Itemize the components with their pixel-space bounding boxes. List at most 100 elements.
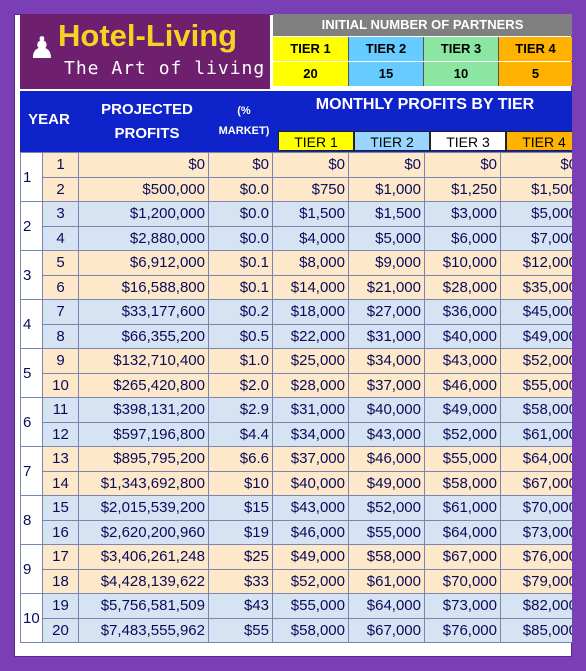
cell-market: $0.1: [208, 250, 273, 276]
cell-t2: $49,000: [348, 470, 425, 496]
cell-market: $0.5: [208, 323, 273, 349]
cell-n: 13: [42, 446, 79, 472]
cell-t3: $1,250: [424, 176, 501, 202]
cell-t3: $43,000: [424, 348, 501, 374]
cell-t1: $8,000: [272, 250, 349, 276]
cell-t3: $6,000: [424, 225, 501, 251]
cell-t1: $34,000: [272, 421, 349, 447]
cell-t4: $79,000: [500, 568, 572, 594]
cell-t2: $43,000: [348, 421, 425, 447]
cell-profit: $2,880,000: [78, 225, 209, 251]
hotel-living-logo: ♟ Hotel-Living The Art of living: [20, 14, 270, 89]
cell-t4: $61,000: [500, 421, 572, 447]
cell-n: 11: [42, 397, 79, 423]
cell-t2: $67,000: [348, 617, 425, 643]
cell-t2: $61,000: [348, 568, 425, 594]
year-cell: 2: [20, 201, 43, 251]
init-tier-1-label: TIER 1: [273, 37, 349, 61]
cell-profit: $895,795,200: [78, 446, 209, 472]
cell-t3: $49,000: [424, 397, 501, 423]
cell-n: 15: [42, 495, 79, 521]
cell-t4: $73,000: [500, 519, 572, 545]
cell-t4: $70,000: [500, 495, 572, 521]
cell-t4: $0: [500, 152, 572, 178]
cell-t1: $1,500: [272, 201, 349, 227]
table-row: 12 $597,196,800 $4.4 $34,000 $43,000 $52,000 $…: [21, 421, 572, 447]
year-cell: 3: [20, 250, 43, 300]
cell-t3: $3,000: [424, 201, 501, 227]
waiter-icon: ♟: [28, 32, 56, 65]
cell-market: $0.0: [208, 176, 273, 202]
cell-t3: $61,000: [424, 495, 501, 521]
table-row: 3 5 $6,912,000 $0.1 $8,000 $9,000 $10,000 $12,0…: [20, 250, 572, 300]
init-tier-2-label: TIER 2: [349, 37, 424, 61]
init-tier-4-label: TIER 4: [499, 37, 572, 61]
cell-t2: $27,000: [348, 299, 425, 325]
cell-t2: $21,000: [348, 274, 425, 300]
cell-t2: $37,000: [348, 372, 425, 398]
initial-partners-title: INITIAL NUMBER OF PARTNERS: [273, 14, 572, 36]
cell-market: $0: [208, 152, 273, 178]
cell-market: $43: [208, 593, 273, 619]
cell-t2: $1,000: [348, 176, 425, 202]
cell-n: 20: [42, 617, 79, 643]
tier-1-header: TIER 1: [278, 131, 354, 151]
cell-profit: $33,177,600: [78, 299, 209, 325]
cell-profit: $1,200,000: [78, 201, 209, 227]
cell-t1: $43,000: [272, 495, 349, 521]
cell-market: $55: [208, 617, 273, 643]
cell-t4: $58,000: [500, 397, 572, 423]
cell-n: 18: [42, 568, 79, 594]
cell-n: 8: [42, 323, 79, 349]
cell-profit: $2,620,200,960: [78, 519, 209, 545]
table-row: 10 19 $5,756,581,509 $43 $55,000 $64,000 $73,0…: [20, 593, 572, 643]
cell-profit: $398,131,200: [78, 397, 209, 423]
cell-t1: $0: [272, 152, 349, 178]
cell-t3: $58,000: [424, 470, 501, 496]
table-row: 6 $16,588,800 $0.1 $14,000 $21,000 $28,000 $35…: [21, 274, 572, 300]
cell-t1: $18,000: [272, 299, 349, 325]
cell-profit: $66,355,200: [78, 323, 209, 349]
cell-n: 16: [42, 519, 79, 545]
cell-t3: $64,000: [424, 519, 501, 545]
year-cell: 9: [20, 544, 43, 594]
cell-t4: $85,000: [500, 617, 572, 643]
cell-t2: $5,000: [348, 225, 425, 251]
init-tier-4-value: 5: [499, 62, 572, 86]
table-row: 6 11 $398,131,200 $2.9 $31,000 $40,000 $49,000…: [20, 397, 572, 447]
cell-market: $2.0: [208, 372, 273, 398]
cell-t1: $58,000: [272, 617, 349, 643]
year-cell: 8: [20, 495, 43, 545]
cell-t4: $12,000: [500, 250, 572, 276]
cell-t4: $49,000: [500, 323, 572, 349]
year-cell: 6: [20, 397, 43, 447]
cell-t4: $7,000: [500, 225, 572, 251]
cell-market: $2.9: [208, 397, 273, 423]
table-row: 5 9 $132,710,400 $1.0 $25,000 $34,000 $43,000 $…: [20, 348, 572, 398]
table-row: 7 13 $895,795,200 $6.6 $37,000 $46,000 $55,000…: [20, 446, 572, 496]
cell-t3: $28,000: [424, 274, 501, 300]
cell-t1: $40,000: [272, 470, 349, 496]
cell-t4: $64,000: [500, 446, 572, 472]
init-tier-1-value: 20: [273, 62, 349, 86]
year-cell: 1: [20, 152, 43, 202]
cell-t2: $52,000: [348, 495, 425, 521]
cell-n: 9: [42, 348, 79, 374]
cell-profit: $2,015,539,200: [78, 495, 209, 521]
cell-t1: $37,000: [272, 446, 349, 472]
cell-t3: $36,000: [424, 299, 501, 325]
cell-t1: $46,000: [272, 519, 349, 545]
cell-t1: $31,000: [272, 397, 349, 423]
cell-profit: $7,483,555,962: [78, 617, 209, 643]
cell-t3: $55,000: [424, 446, 501, 472]
cell-n: 10: [42, 372, 79, 398]
cell-market: $0.2: [208, 299, 273, 325]
cell-profit: $3,406,261,248: [78, 544, 209, 570]
table-row: 8 15 $2,015,539,200 $15 $43,000 $52,000 $61,00…: [20, 495, 572, 545]
table-row: 23$1,200,000$0.0$1,500$1,500$3,000$5,000: [20, 201, 572, 251]
cell-market: $1.0: [208, 348, 273, 374]
cell-t2: $58,000: [348, 544, 425, 570]
monthly-profits-header: MONTHLY PROFITS BY TIER: [315, 96, 535, 113]
cell-market: $25: [208, 544, 273, 570]
table-row: 16 $2,620,200,960 $19 $46,000 $55,000 $64,000…: [21, 519, 572, 545]
